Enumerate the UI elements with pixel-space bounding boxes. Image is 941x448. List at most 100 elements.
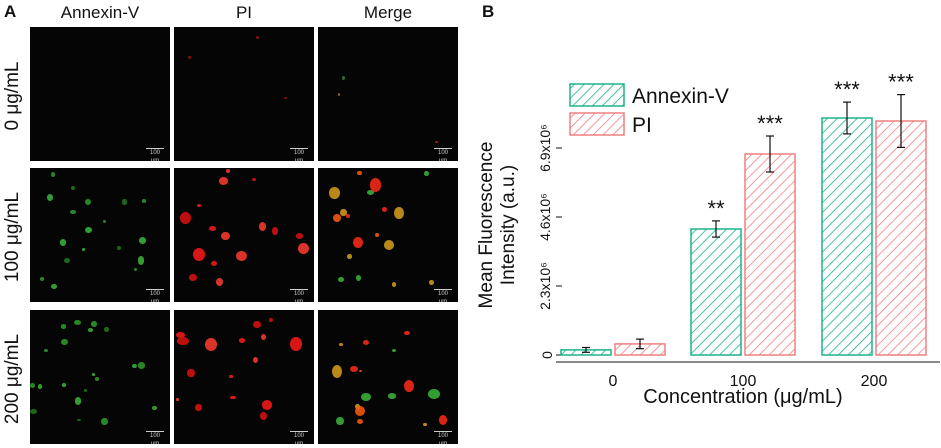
cell-blob (180, 211, 192, 224)
legend-swatch-annexin-v (569, 83, 625, 107)
cell-blob (51, 284, 57, 290)
scale-bar-line (146, 431, 164, 432)
y-tick-label: 6.9x10⁶ (537, 124, 553, 172)
row-label-200: 200 μg/mL (2, 333, 23, 425)
legend-label-annexin-v: Annexin-V (632, 85, 729, 108)
cell-blob (354, 405, 366, 417)
cell-blob (103, 220, 107, 223)
cell-blob (352, 237, 363, 249)
scale-bar-label: 100 μm (149, 433, 160, 444)
cell-blob (297, 242, 309, 255)
panel-a-letter: A (4, 2, 17, 21)
y-axis-label-line2: Intensity (a.u.) (498, 165, 519, 285)
scale-bar: 100 μm (290, 148, 308, 161)
scale-bar-line (434, 148, 452, 149)
significance-label: *** (834, 77, 860, 102)
cell-blob (77, 418, 81, 422)
cell-blob (369, 178, 381, 192)
cell-blob (61, 382, 66, 388)
column-label-pi: PI (235, 3, 253, 22)
cell-blob (51, 172, 55, 178)
panel-b-letter: B (482, 2, 495, 21)
cell-blob (258, 222, 267, 232)
scale-bar: 100 μm (290, 289, 308, 302)
y-tick-label: 4.6x10⁶ (537, 193, 553, 241)
scale-bar: 100 μm (290, 431, 308, 444)
micrograph-r3-c3: 100 μm (318, 310, 458, 444)
cell-blob (133, 267, 137, 271)
scale-bar-label: 100 μm (437, 150, 448, 161)
scale-bar: 100 μm (434, 289, 452, 302)
scale-bar-label: 100 μm (293, 291, 304, 302)
bar-annexin-v-100 (690, 228, 742, 356)
cell-blob (193, 247, 206, 261)
cell-blob (381, 207, 387, 212)
significance-label: *** (757, 111, 783, 136)
scale-bar: 100 μm (146, 431, 164, 444)
cell-blob (221, 231, 230, 240)
cell-blob (345, 214, 350, 218)
scale-bar-line (146, 289, 164, 290)
cell-blob (187, 368, 195, 378)
cell-blob (428, 279, 434, 286)
cell-blob (337, 93, 341, 96)
cell-blob (189, 274, 197, 282)
cell-blob (403, 380, 415, 393)
column-label-merge: Merge (363, 3, 413, 22)
cell-blob (197, 203, 202, 207)
cell-blob (39, 277, 45, 282)
cell-blob (336, 417, 344, 426)
cell-blob (236, 250, 248, 262)
cell-blob (208, 225, 217, 232)
cell-blob (391, 348, 397, 353)
scale-bar-line (434, 431, 452, 432)
cell-blob (74, 397, 82, 405)
scale-bar-label: 100 μm (293, 433, 304, 444)
y-tick-label: 0 (539, 351, 555, 359)
cell-blob (349, 365, 359, 373)
cell-blob (225, 168, 230, 173)
cell-blob (74, 319, 81, 325)
legend-swatch-pi (569, 112, 625, 136)
legend: Annexin-V PI (569, 83, 729, 137)
scale-bar-line (290, 431, 308, 432)
cell-blob (30, 383, 36, 388)
cell-blob (435, 141, 438, 144)
cell-blob (295, 233, 303, 239)
cell-blob (332, 365, 343, 379)
scale-bar: 100 μm (146, 148, 164, 161)
cell-blob (81, 248, 85, 251)
cell-blob (340, 208, 347, 217)
cell-blob (439, 415, 448, 425)
cell-blob (63, 258, 70, 264)
cell-blob (283, 96, 287, 99)
micrograph-r1-c3: 100 μm (318, 27, 458, 161)
cell-blob (84, 389, 88, 393)
cell-blob (356, 275, 362, 281)
scale-bar-label: 100 μm (437, 433, 448, 444)
cell-blob (253, 356, 259, 363)
cell-blob (218, 177, 228, 185)
scale-bar: 100 μm (434, 431, 452, 444)
cell-blob (205, 338, 217, 352)
cell-blob (375, 233, 379, 238)
micrograph-r2-c1: 100 μm (30, 168, 170, 302)
cell-blob (256, 36, 259, 40)
cell-blob (84, 199, 92, 206)
x-axis-label: Concentration (μg/mL) (643, 386, 842, 408)
cell-blob (44, 348, 48, 352)
cell-blob (122, 199, 127, 205)
cell-blob (71, 186, 76, 191)
bar-chart: Mean Fluorescence Intensity (a.u.) Conce… (476, 70, 940, 408)
cell-blob (260, 412, 267, 421)
cell-blob (238, 338, 246, 343)
significance-label: *** (888, 70, 914, 95)
y-axis-label-line1: Mean Fluorescence (476, 142, 497, 309)
scale-bar-line (146, 148, 164, 149)
cell-blob (139, 237, 146, 245)
micrograph-r3-c1: 100 μm (30, 310, 170, 444)
cell-blob (117, 245, 121, 250)
cell-blob (403, 330, 410, 336)
cell-blob (394, 207, 404, 220)
cell-blob (104, 326, 109, 333)
